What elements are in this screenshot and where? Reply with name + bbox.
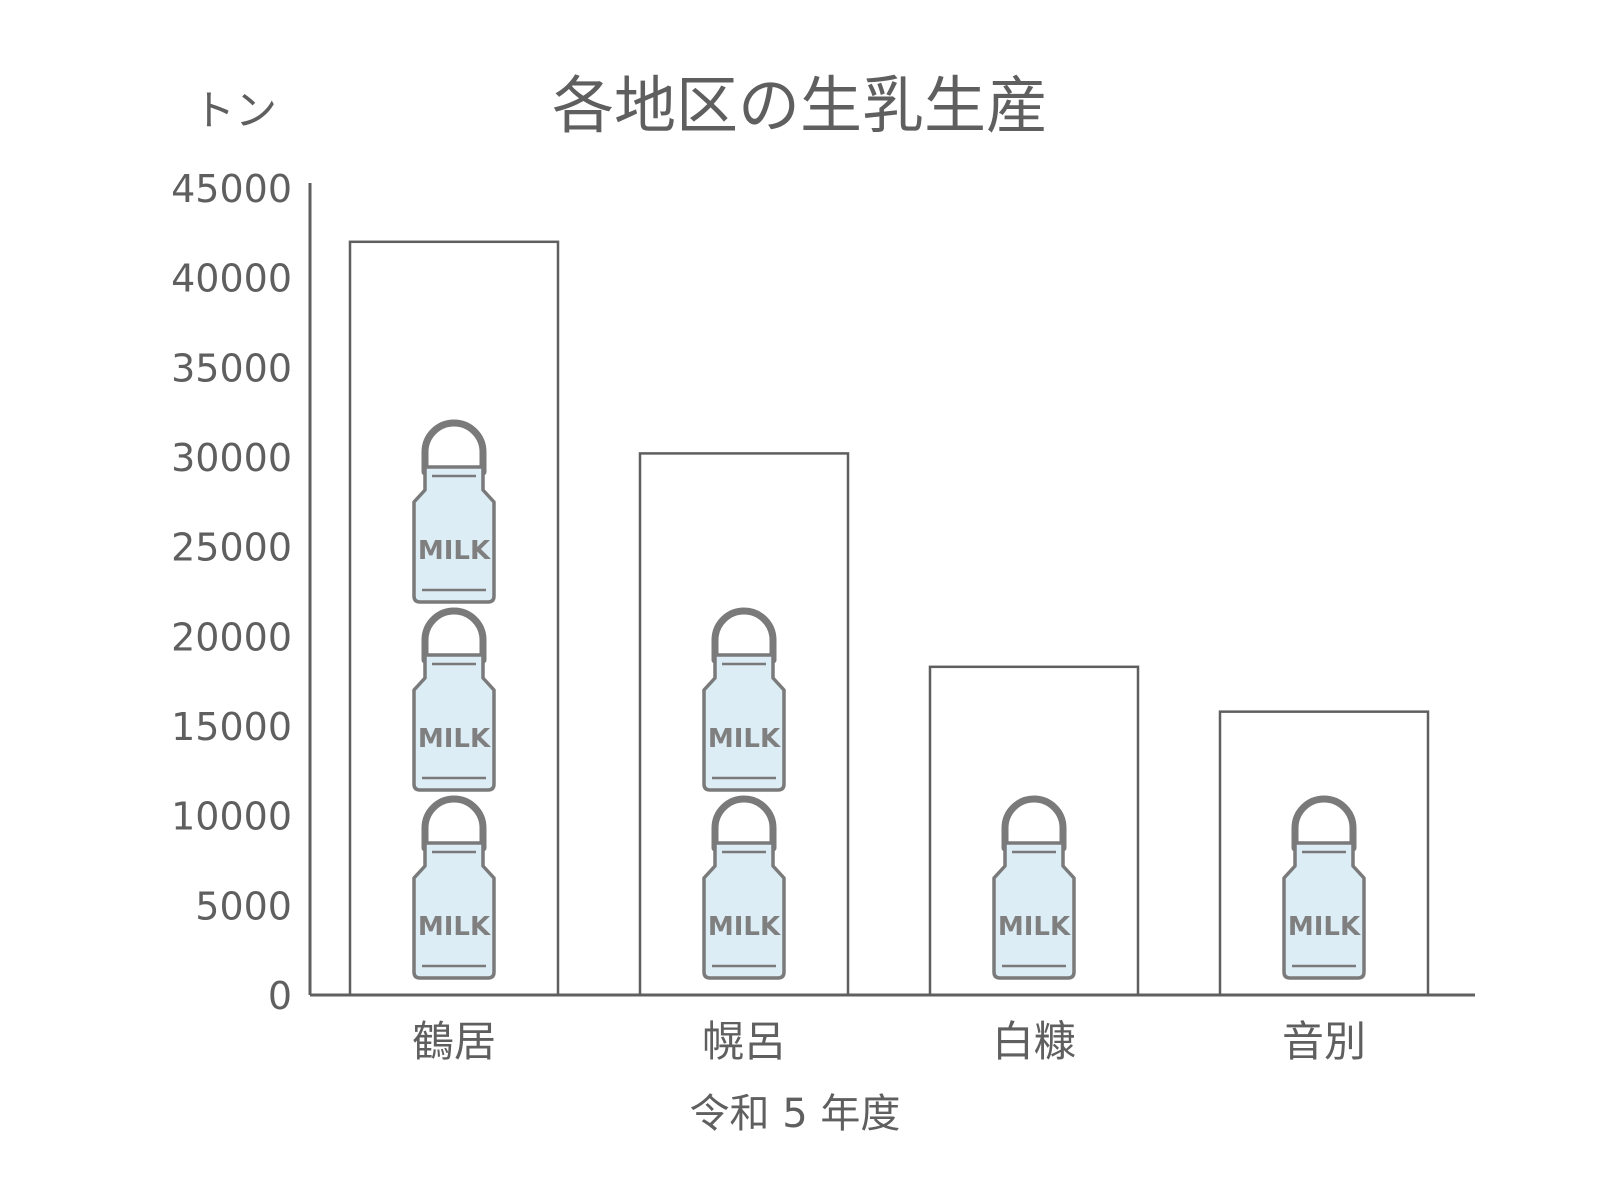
milk-can-icon: MILK xyxy=(412,419,496,604)
y-axis-unit: トン xyxy=(193,86,277,135)
milk-icon-label: MILK xyxy=(708,912,781,942)
milk-icon-label: MILK xyxy=(418,536,491,566)
chart-title: 各地区の生乳生産 xyxy=(552,69,1048,142)
milk-icon-label: MILK xyxy=(1288,912,1361,942)
milk-icon-label: MILK xyxy=(418,724,491,754)
milk-can-icon: MILK xyxy=(412,795,496,980)
x-category-label: 鶴居 xyxy=(412,1017,496,1066)
x-category-label: 音別 xyxy=(1282,1017,1366,1066)
milk-can-icon: MILK xyxy=(992,795,1076,980)
y-tick-label: 30000 xyxy=(171,436,292,480)
milk-can-icon: MILK xyxy=(702,607,786,792)
milk-can-icon: MILK xyxy=(412,607,496,792)
y-tick-label: 45000 xyxy=(171,167,292,211)
milk-icon-label: MILK xyxy=(418,912,491,942)
milk-icons: MILK MILK MILK MILK MILK MILK MILK xyxy=(412,419,1366,980)
y-tick-label: 0 xyxy=(268,974,292,1018)
y-tick-label: 25000 xyxy=(171,526,292,570)
y-tick-label: 40000 xyxy=(171,257,292,301)
x-category-label: 白糠 xyxy=(992,1017,1076,1066)
y-tick-label: 5000 xyxy=(195,884,292,928)
milk-icon-label: MILK xyxy=(998,912,1071,942)
x-axis-categories: 鶴居 幌呂 白糠 音別 xyxy=(412,1017,1366,1066)
y-tick-label: 35000 xyxy=(171,346,292,390)
milk-can-icon: MILK xyxy=(1282,795,1366,980)
bars xyxy=(348,240,1430,997)
milk-can-icon: MILK xyxy=(702,795,786,980)
bar-3 xyxy=(928,665,1140,997)
x-axis-label: 令和 5 年度 xyxy=(690,1091,901,1137)
y-tick-label: 15000 xyxy=(171,705,292,749)
milk-icon-label: MILK xyxy=(708,724,781,754)
y-tick-label: 20000 xyxy=(171,615,292,659)
x-category-label: 幌呂 xyxy=(702,1017,786,1066)
y-axis-ticks: 0 5000 10000 15000 20000 25000 30000 35000 40000… xyxy=(171,167,292,1018)
y-tick-label: 10000 xyxy=(171,795,292,839)
